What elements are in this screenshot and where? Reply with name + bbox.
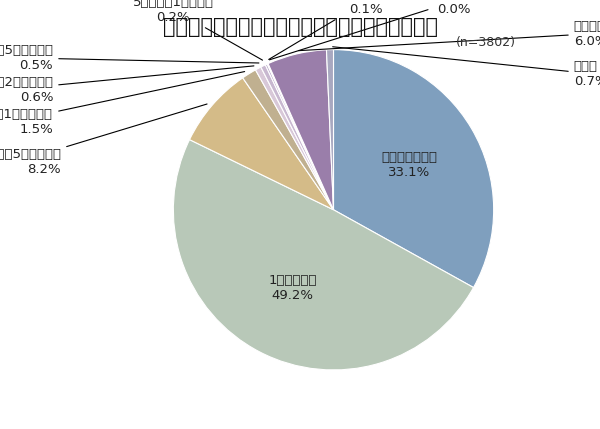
Wedge shape: [268, 63, 334, 210]
Text: 4億円以上
0.0%: 4億円以上 0.0%: [269, 0, 474, 60]
Wedge shape: [267, 63, 334, 210]
Wedge shape: [334, 50, 494, 287]
Text: 無回答
0.7%: 無回答 0.7%: [332, 47, 600, 88]
Wedge shape: [326, 50, 334, 210]
Text: 1千万円～2千万円未満
0.6%: 1千万円～2千万円未満 0.6%: [0, 66, 254, 104]
Text: (n=3802): (n=3802): [456, 36, 516, 49]
Text: 投資していない
33.1%: 投資していない 33.1%: [382, 151, 437, 179]
Text: 1億円～4億円未満
0.1%: 1億円～4億円未満 0.1%: [269, 0, 402, 60]
Wedge shape: [190, 78, 334, 210]
Wedge shape: [173, 139, 473, 370]
Wedge shape: [243, 70, 334, 210]
Text: 5千万円～1億円未満
0.2%: 5千万円～1億円未満 0.2%: [133, 0, 263, 60]
Wedge shape: [265, 64, 334, 210]
Text: 2千万円～5千万円未満
0.5%: 2千万円～5千万円未満 0.5%: [0, 44, 259, 72]
Wedge shape: [268, 50, 334, 210]
Wedge shape: [261, 65, 334, 210]
Text: 【直近過去３期の情報セキュリティ対策投資額】: 【直近過去３期の情報セキュリティ対策投資額】: [163, 17, 437, 37]
Text: 1百万円～5百万円未満
8.2%: 1百万円～5百万円未満 8.2%: [0, 104, 207, 176]
Text: わからない
6.0%: わからない 6.0%: [299, 20, 600, 51]
Text: 1百万円未満
49.2%: 1百万円未満 49.2%: [269, 274, 317, 302]
Wedge shape: [256, 67, 334, 210]
Text: 5百万円～1千万円未満
1.5%: 5百万円～1千万円未満 1.5%: [0, 72, 245, 136]
